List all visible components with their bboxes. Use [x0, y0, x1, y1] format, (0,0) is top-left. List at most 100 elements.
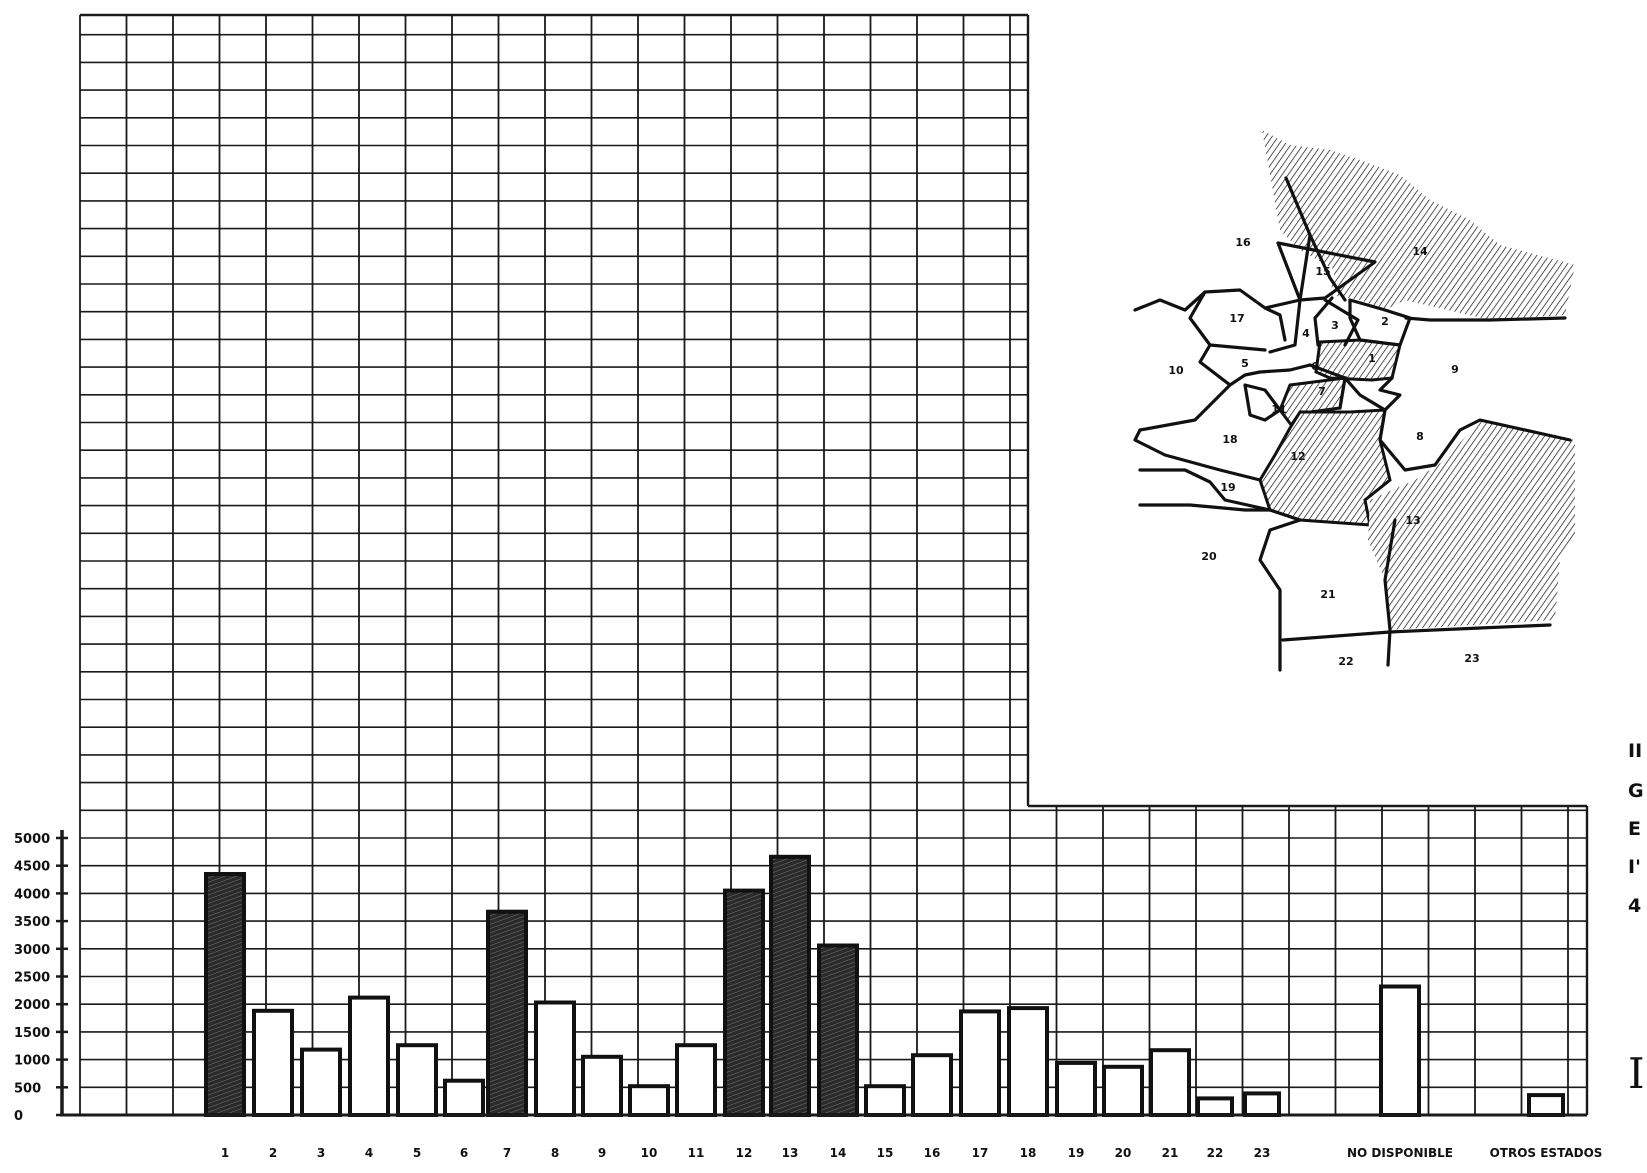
y-tick-label: 0: [14, 1109, 23, 1124]
bar-17: [959, 1009, 1001, 1118]
map-region-label: 16: [1235, 236, 1251, 249]
side-text-line: I': [1628, 856, 1641, 878]
map-region-label: 5: [1241, 357, 1249, 370]
x-tick-label: 15: [877, 1146, 894, 1160]
x-tick-label: 20: [1115, 1146, 1132, 1160]
map-region-label: 1: [1368, 352, 1376, 365]
x-tick-label: 19: [1068, 1146, 1085, 1160]
bar-15: [864, 1084, 906, 1117]
side-text-line: E: [1628, 818, 1641, 840]
x-tick-label: 3: [317, 1146, 325, 1160]
map-region-label: 18: [1222, 433, 1237, 446]
x-tick-label: 18: [1020, 1146, 1037, 1160]
bar-4: [348, 995, 390, 1117]
bar-16: [911, 1053, 953, 1117]
side-letter: I: [1628, 1049, 1645, 1098]
map-region-label: 2: [1381, 315, 1389, 328]
bar-19: [1055, 1060, 1097, 1118]
map-region-label: 17: [1229, 312, 1244, 325]
map-region-label: 21: [1320, 588, 1335, 601]
map-region-label: 13: [1405, 514, 1420, 527]
x-tick-label: 7: [503, 1146, 511, 1160]
map-region-label: 22: [1338, 655, 1353, 668]
map-region-label: 3: [1331, 319, 1339, 332]
x-tick-label: 11: [688, 1146, 705, 1160]
y-tick-label: 3000: [14, 943, 50, 958]
map-region-label: 4: [1302, 327, 1310, 340]
x-tick-label: OTROS ESTADOS: [1490, 1146, 1603, 1160]
x-tick-label: 4: [365, 1146, 373, 1160]
x-tick-label: 10: [641, 1146, 658, 1160]
x-tick-label: 16: [924, 1146, 941, 1160]
y-tick-label: 500: [14, 1081, 41, 1096]
bar-otros-estados: [1527, 1093, 1565, 1117]
bars: [204, 854, 1565, 1118]
bar-3: [300, 1047, 342, 1117]
bar-7: [486, 909, 528, 1118]
bar-18: [1007, 1006, 1049, 1117]
map-region-13: [1368, 420, 1575, 630]
y-tick-label: 2000: [14, 998, 50, 1013]
bar-12: [723, 888, 765, 1117]
x-tick-label: 17: [972, 1146, 989, 1160]
y-tick-label: 4500: [14, 860, 50, 875]
y-axis: [56, 830, 1587, 1117]
x-tick-label: 8: [551, 1146, 559, 1160]
x-tick-label: 13: [782, 1146, 799, 1160]
category-labels: 1 2 3 4 5 6 7 8 9 10 11 12 13 14 15 16 17 18 19 20 21 22 23 NO …: [221, 1146, 1603, 1160]
x-tick-label: 6: [460, 1146, 468, 1160]
x-tick-label: NO DISPONIBLE: [1347, 1146, 1453, 1160]
x-tick-label: 2: [269, 1146, 277, 1160]
x-tick-label: 5: [413, 1146, 421, 1160]
map-region-label: 9: [1451, 363, 1459, 376]
grid: [79, 13, 1589, 1116]
map-region-label: 8: [1416, 430, 1424, 443]
bar-22: [1196, 1096, 1234, 1118]
map-region-label: 23: [1464, 652, 1479, 665]
map-region-label: 7: [1318, 385, 1326, 398]
bar-1: [204, 872, 246, 1117]
side-text-line: II: [1628, 740, 1642, 762]
x-tick-label: 1: [221, 1146, 229, 1160]
map-region-label: 19: [1220, 481, 1235, 494]
side-text-line: G: [1628, 780, 1644, 802]
x-tick-label: 22: [1207, 1146, 1224, 1160]
y-tick-label: 1000: [14, 1054, 50, 1069]
bar-9: [581, 1054, 623, 1118]
y-tick-label: 4000: [14, 887, 50, 902]
x-tick-label: 21: [1162, 1146, 1179, 1160]
map-region-label: 20: [1201, 550, 1217, 563]
map-region-1: [1314, 338, 1402, 382]
map-region-label: 14: [1412, 245, 1428, 258]
bar-2: [252, 1008, 294, 1117]
bar-13: [769, 854, 811, 1117]
bar-8: [534, 1000, 576, 1117]
map-boundaries: [1133, 176, 1572, 672]
bar-5: [396, 1043, 438, 1117]
bar-20: [1102, 1064, 1144, 1118]
bar-21: [1149, 1048, 1191, 1117]
map-region-label: 6: [1311, 360, 1319, 373]
bar-no-disponible: [1379, 984, 1421, 1117]
x-tick-label: 23: [1254, 1146, 1271, 1160]
map-region-14: [1262, 130, 1575, 320]
bar-10: [628, 1084, 670, 1117]
map-region-label: 15: [1315, 265, 1330, 278]
bar-14: [817, 943, 859, 1117]
map-region-label: 10: [1168, 364, 1184, 377]
y-tick-label: 5000: [14, 832, 50, 847]
y-tick-label: 1500: [14, 1026, 50, 1041]
x-tick-label: 12: [736, 1146, 753, 1160]
bar-6: [443, 1078, 485, 1117]
y-tick-label: 2500: [14, 971, 50, 986]
bar-23: [1243, 1091, 1281, 1118]
map-region-label: 11: [1271, 403, 1286, 416]
side-text: II GE I' 4 I: [1628, 740, 1645, 1098]
bar-11: [675, 1043, 717, 1117]
map-region-label: 12: [1290, 450, 1305, 463]
x-tick-label: 14: [830, 1146, 847, 1160]
x-tick-label: 9: [598, 1146, 606, 1160]
y-tick-label: 3500: [14, 915, 50, 930]
